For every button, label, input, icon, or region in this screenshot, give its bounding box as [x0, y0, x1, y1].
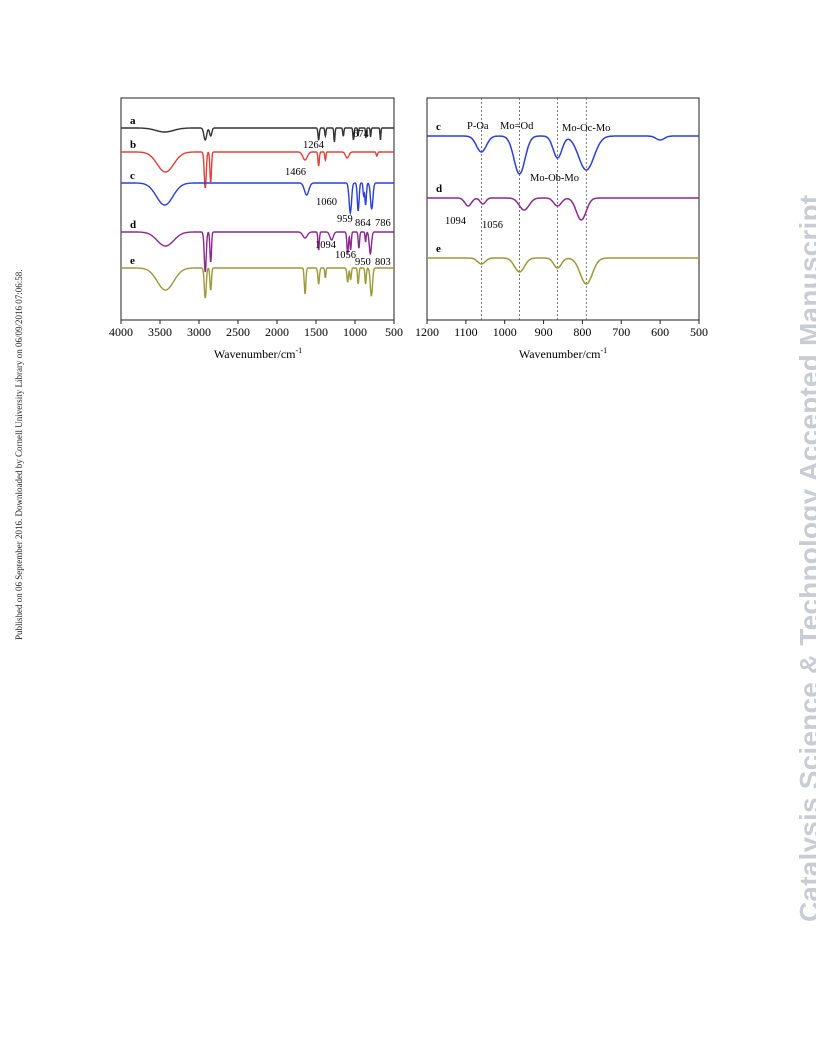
left-peak-annotation: 959: [337, 214, 353, 225]
right-x-tick-label: 700: [612, 325, 630, 339]
right-band-annotation: Mo-Oc-Mo: [562, 123, 610, 134]
left-x-ticks: 4000 3500 3000 2500 2000 1500 1000 500: [109, 320, 403, 339]
right-band-annotation: P-Oa: [467, 121, 489, 132]
right-plot-frame: [426, 97, 700, 321]
left-peak-annotation: 1056: [335, 250, 356, 261]
left-series-e: [121, 267, 394, 299]
right-series-d: [427, 197, 699, 221]
right-series-e: [427, 257, 699, 285]
left-peak-annotation: 803: [375, 257, 391, 268]
right-x-tick-label: 1100: [454, 325, 478, 339]
left-x-tick-label: 2500: [226, 325, 250, 339]
left-x-tick-label: 4000: [109, 325, 133, 339]
right-x-tick-label: 900: [535, 325, 553, 339]
right-ftir-panel: 1200 1100 1000 900 800 700 600 500 Wavenumber/c…: [415, 97, 708, 361]
left-series-label: b: [130, 139, 136, 151]
right-x-axis-label: Wavenumber/cm-1: [519, 346, 607, 361]
left-ftir-panel: 4000 3500 3000 2500 2000 1500 1000 500 Wavenumb…: [109, 97, 403, 361]
right-series-label: d: [436, 183, 442, 195]
right-x-tick-label: 1200: [415, 325, 439, 339]
left-peak-annotation: 950: [355, 257, 371, 268]
left-series-label: e: [130, 255, 135, 267]
right-series-c: [427, 135, 699, 175]
left-x-tick-label: 3000: [187, 325, 211, 339]
left-x-tick-label: 2000: [265, 325, 289, 339]
left-plot-frame: [120, 97, 395, 321]
left-x-axis-label: Wavenumber/cm-1: [214, 346, 302, 361]
left-peak-annotation: 864: [355, 218, 372, 229]
left-peak-annotation: 1264: [303, 140, 325, 151]
left-series-b: [121, 151, 394, 189]
left-x-tick-label: 1500: [304, 325, 328, 339]
right-series-label: c: [436, 121, 441, 133]
right-x-tick-label: 600: [651, 325, 669, 339]
right-x-ticks: 1200 1100 1000 900 800 700 600 500: [415, 320, 708, 339]
left-series-label: a: [130, 115, 136, 127]
right-x-tick-label: 1000: [493, 325, 517, 339]
left-series-a: [121, 127, 394, 143]
left-series-d: [121, 231, 394, 273]
right-series-label: e: [436, 243, 441, 255]
left-x-tick-label: 1000: [343, 325, 367, 339]
right-x-tick-label: 500: [690, 325, 708, 339]
right-band-annotation: Mo-Ob-Mo: [530, 173, 579, 184]
left-peak-annotation: 1466: [285, 167, 306, 178]
left-x-tick-label: 500: [385, 325, 403, 339]
left-series-c: [121, 182, 394, 216]
right-x-tick-label: 800: [573, 325, 591, 339]
left-peak-annotation: 674: [353, 129, 370, 140]
right-band-annotation: 1056: [482, 220, 503, 231]
left-x-tick-label: 3500: [148, 325, 172, 339]
left-peak-annotation: 1094: [315, 240, 337, 251]
left-peak-annotation: 1060: [316, 197, 337, 208]
left-series-label: d: [130, 219, 136, 231]
left-peak-annotation: 786: [375, 218, 391, 229]
right-band-annotation: 1094: [445, 216, 467, 227]
right-band-annotation: Mo=Od: [500, 121, 534, 132]
left-series-label: c: [130, 170, 135, 182]
